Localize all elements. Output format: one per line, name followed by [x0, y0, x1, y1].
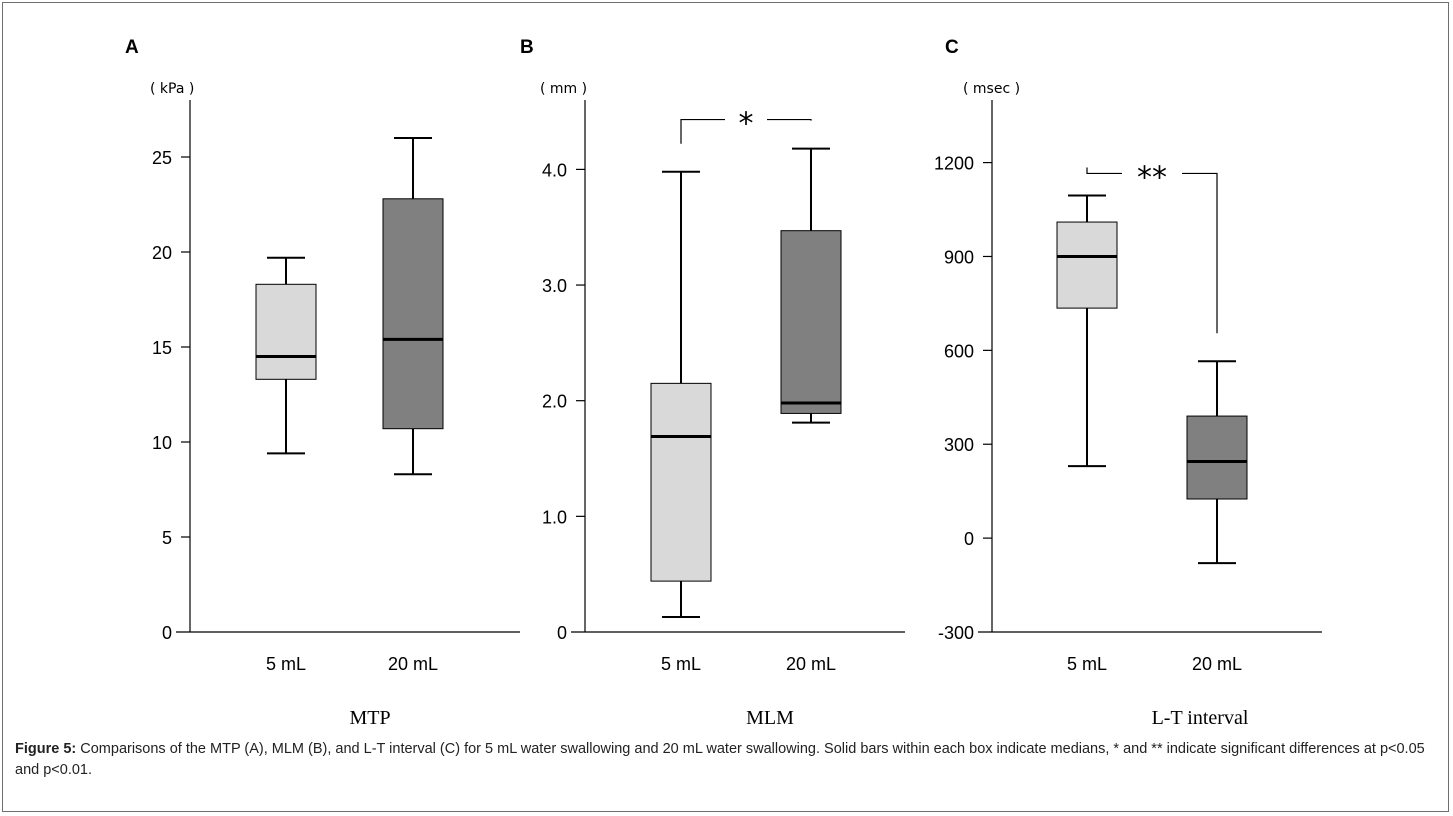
- panel-b-box: [780, 230, 842, 414]
- panel-a-y-tick-label: 0: [162, 623, 172, 643]
- panel-b-y-tick-label: 3.0: [542, 276, 567, 296]
- panel-b-y-tick-label: 2.0: [542, 392, 567, 412]
- panel-a-box: [255, 283, 317, 380]
- panel-c-y-tick-label: 900: [944, 247, 974, 267]
- panel-b-significance-bracket-right: [767, 118, 812, 121]
- panel-a-y-tick-label: 25: [152, 148, 172, 168]
- panel-c-x-tick-label: 20 mL: [1192, 654, 1242, 674]
- panel-a-xlabel: MTP: [349, 707, 390, 729]
- panel-c-xlabel: L-T interval: [1152, 707, 1249, 729]
- panel-a-x-tick-label: 20 mL: [388, 654, 438, 674]
- panel-c-box: [1186, 415, 1248, 500]
- panel-a-x-tick-label: 5 mL: [266, 654, 306, 674]
- panel-c-y-tick-label: 0: [964, 529, 974, 549]
- panel-b-xlabel: MLM: [746, 707, 794, 729]
- panel-b-significance-marker: *: [739, 107, 754, 142]
- panel-b-y-tick-label: 4.0: [542, 160, 567, 180]
- panel-a-label: A: [125, 37, 139, 58]
- panel-c-unit-label: ( msec ): [963, 81, 1020, 97]
- caption-text: Comparisons of the MTP (A), MLM (B), and…: [15, 741, 1425, 778]
- panel-b-x-tick-label: 20 mL: [786, 654, 836, 674]
- caption-label: Figure 5:: [15, 741, 77, 757]
- panel-a-y-tick-label: 5: [162, 528, 172, 548]
- panel-b-x-tick-label: 5 mL: [661, 654, 701, 674]
- panel-c-significance-marker: **: [1137, 160, 1167, 195]
- box-plot-figure: A ( kPa ) 0 5 10 15 20 25 5 mL 20 mL MTP B ( mm ) 0 1.…: [125, 37, 1322, 729]
- panel-b-y-tick-label: 1.0: [542, 507, 567, 527]
- panel-b-label: B: [520, 37, 534, 58]
- figure-caption: Figure 5: Comparisons of the MTP (A), ML…: [15, 739, 1435, 781]
- panel-c-y-tick-label: 300: [944, 435, 974, 455]
- panel-a-unit-label: ( kPa ): [150, 81, 194, 97]
- panel-c-significance-bracket-left: [1086, 167, 1122, 175]
- panel-b-y-tick-label: 0: [557, 623, 567, 643]
- panel-a-y-tick-label: 15: [152, 338, 172, 358]
- panel-c-box: [1056, 221, 1118, 309]
- panel-c-significance-bracket-right: [1182, 172, 1218, 334]
- panel-c-y-tick-label: -300: [938, 623, 974, 643]
- panel-a-y-tick-label: 10: [152, 433, 172, 453]
- panel-b-box: [650, 382, 712, 582]
- panel-b-significance-bracket-left: [680, 118, 725, 144]
- panel-a-box: [382, 198, 444, 430]
- panel-c-x-tick-label: 5 mL: [1067, 654, 1107, 674]
- panel-b-unit-label: ( mm ): [540, 81, 587, 97]
- panel-c-label: C: [945, 37, 959, 58]
- panel-c-y-tick-label: 600: [944, 341, 974, 361]
- panel-a-y-tick-label: 20: [152, 243, 172, 263]
- panel-c-y-tick-label: 1200: [934, 154, 974, 174]
